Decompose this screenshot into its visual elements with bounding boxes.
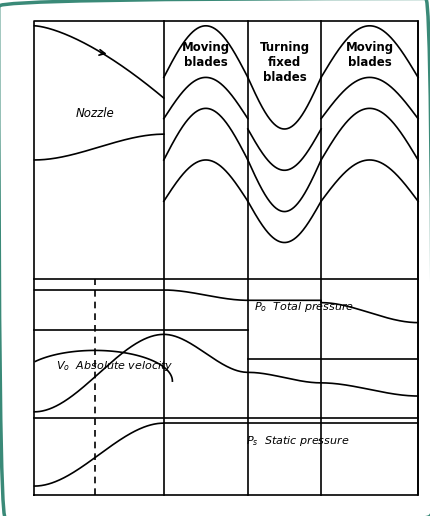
- Text: $V_o$  Absolute velocity: $V_o$ Absolute velocity: [56, 359, 173, 374]
- Text: $P_s$  Static pressure: $P_s$ Static pressure: [245, 434, 348, 448]
- Text: Turning
fixed
blades: Turning fixed blades: [259, 41, 309, 84]
- Text: Moving
blades: Moving blades: [181, 41, 229, 69]
- Text: Nozzle: Nozzle: [75, 107, 114, 120]
- Text: $P_o$  Total pressure: $P_o$ Total pressure: [254, 300, 354, 314]
- Text: Moving
blades: Moving blades: [345, 41, 393, 69]
